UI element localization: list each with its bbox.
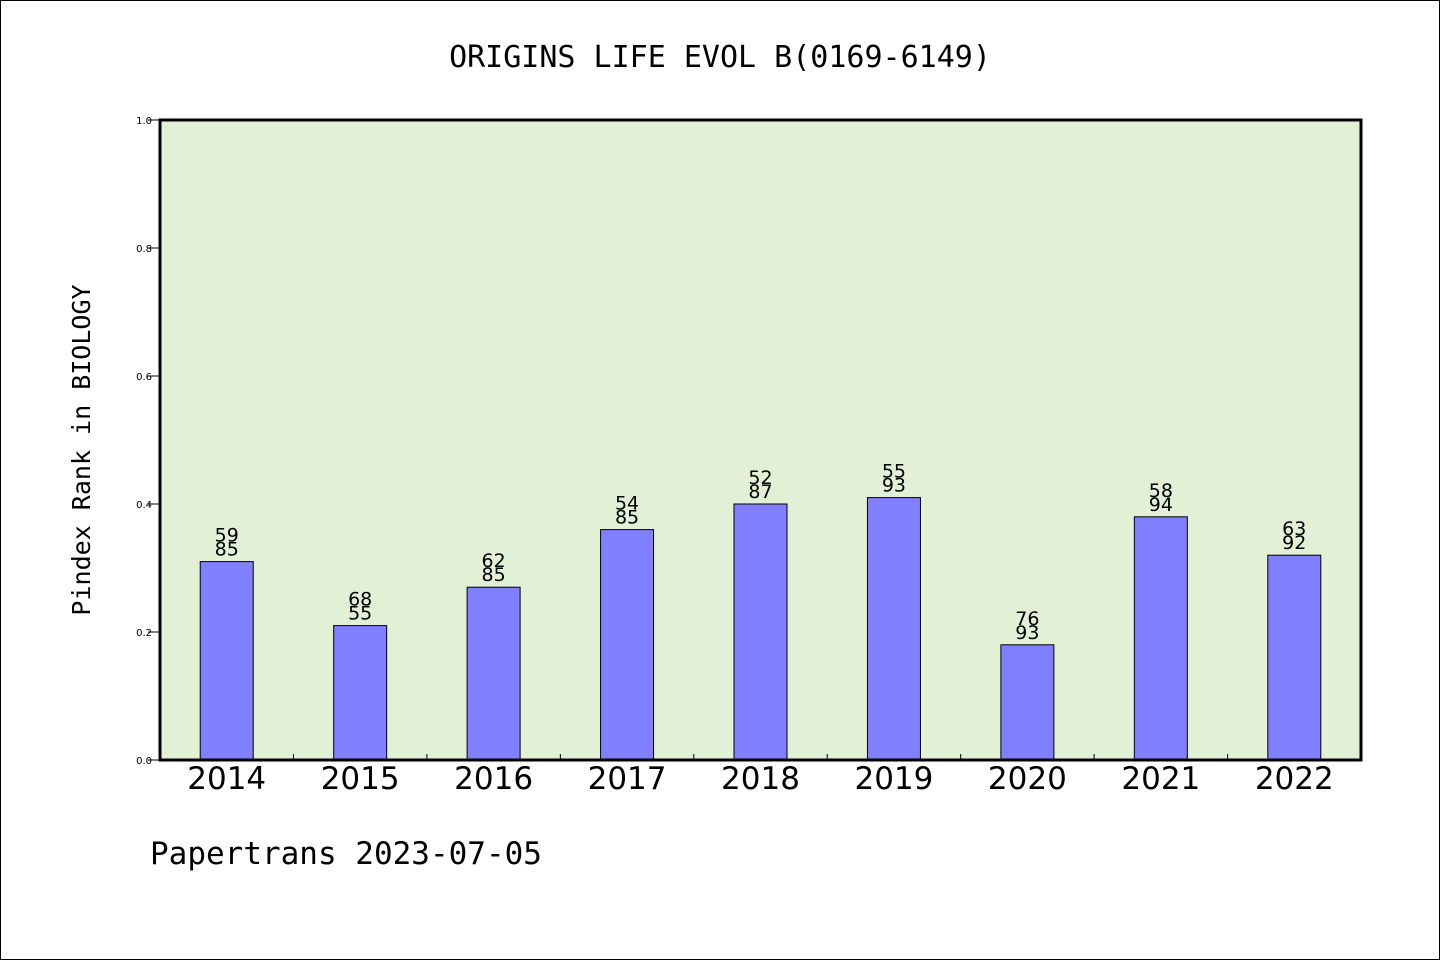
- bar-label-top-2017: 54: [615, 493, 639, 515]
- bar-label-top-2016: 62: [482, 550, 506, 572]
- bar-label-bottom-2019: 93: [882, 475, 906, 497]
- bar-2022: [1267, 554, 1322, 761]
- plot-border: [158, 118, 1363, 762]
- bar-label-top-2018: 52: [748, 467, 772, 489]
- bar-label-bottom-2017: 85: [615, 507, 639, 529]
- bar-2021: [1133, 516, 1188, 761]
- bar-label-top-2022: 63: [1282, 518, 1306, 540]
- bar-label-top-2020: 76: [1015, 608, 1039, 630]
- bar-2017: [600, 529, 655, 761]
- bar-label-bottom-2022: 92: [1282, 532, 1306, 554]
- bar-label-top-2015: 68: [348, 589, 372, 611]
- bar-2015: [333, 625, 388, 761]
- bars-group: [199, 497, 1322, 761]
- x-tick-label-2021: 2021: [1121, 761, 1200, 797]
- x-tick-label-2016: 2016: [454, 761, 533, 797]
- bar-2020: [1000, 644, 1055, 761]
- bar-2018: [733, 503, 788, 761]
- bar-label-bottom-2018: 87: [748, 481, 772, 503]
- x-tick-label-2017: 2017: [588, 761, 667, 797]
- bar-label-bottom-2021: 94: [1149, 494, 1173, 516]
- x-axis: 2014 2015 2016 2017 2018 2019 2020 2021 2022: [187, 754, 1334, 797]
- x-tick-label-2022: 2022: [1255, 761, 1334, 797]
- x-tick-label-2014: 2014: [187, 761, 266, 797]
- x-tick-label-2015: 2015: [321, 761, 400, 797]
- y-tick-label-0.6: 0.6: [136, 372, 152, 383]
- y-axis-label: Pindex Rank in BIOLOGY: [67, 284, 96, 615]
- bar-2014: [199, 561, 254, 761]
- bar-2016: [466, 586, 521, 761]
- y-tick-label-0.2: 0.2: [136, 628, 152, 639]
- bar-label-top-2019: 55: [882, 461, 906, 483]
- y-tick-label-0.4: 0.4: [136, 500, 152, 511]
- bar-label-bottom-2020: 93: [1015, 622, 1039, 644]
- y-tick-label-1.0: 1.0: [136, 116, 152, 127]
- y-tick-label-0.0: 0.0: [136, 756, 152, 767]
- bar-label-bottom-2014: 85: [215, 539, 239, 561]
- bar-label-top-2014: 59: [215, 525, 239, 547]
- bar-2019: [866, 497, 921, 761]
- y-tick-label-0.8: 0.8: [136, 244, 152, 255]
- y-axis: 0.0 0.2 0.4 0.6 0.8 1.0: [136, 116, 160, 767]
- bar-label-top-2021: 58: [1149, 480, 1173, 502]
- bar-label-bottom-2015: 55: [348, 603, 372, 625]
- chart-title: ORIGINS LIFE EVOL B(0169-6149): [449, 40, 991, 75]
- x-tick-label-2018: 2018: [721, 761, 800, 797]
- bar-label-bottom-2016: 85: [482, 564, 506, 586]
- footer-credit: Papertrans 2023-07-05: [150, 836, 542, 872]
- x-tick-label-2020: 2020: [988, 761, 1067, 797]
- x-tick-label-2019: 2019: [854, 761, 933, 797]
